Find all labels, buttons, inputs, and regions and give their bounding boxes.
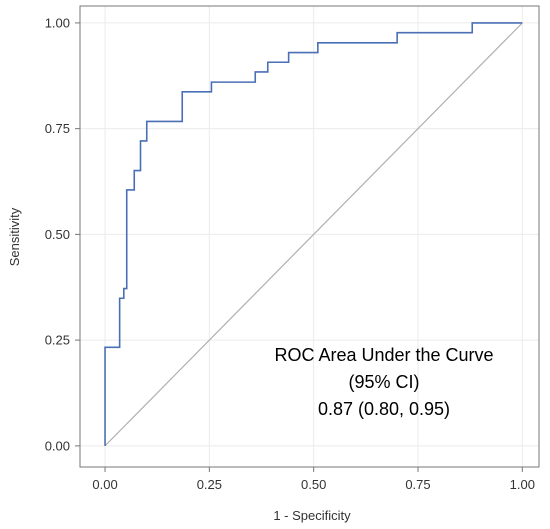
y-tick-label: 0.50 xyxy=(45,227,70,242)
auc-annotation-line-3: 0.87 (0.80, 0.95) xyxy=(318,399,450,419)
reference-line-group xyxy=(104,22,523,447)
y-tick-label: 0.75 xyxy=(45,121,70,136)
y-tick-label: 0.00 xyxy=(45,438,70,453)
plot-frame xyxy=(79,5,540,468)
x-tick-label: 0.75 xyxy=(405,477,430,492)
auc-annotation-line-2: (95% CI) xyxy=(348,372,419,392)
y-axis-ticks: 0.00 0.25 0.50 0.75 1.00 xyxy=(45,15,80,453)
x-tick-label: 0.00 xyxy=(92,477,117,492)
roc-curve-line xyxy=(104,22,523,446)
diagonal-reference-line xyxy=(104,22,523,447)
auc-annotation-line-1: ROC Area Under the Curve xyxy=(274,345,493,365)
grid-lines xyxy=(80,6,539,467)
y-axis-label: Sensitivity xyxy=(7,207,22,266)
x-tick-label: 0.50 xyxy=(301,477,326,492)
roc-curve-group xyxy=(104,22,523,446)
x-tick-label: 0.25 xyxy=(197,477,222,492)
y-tick-label: 1.00 xyxy=(45,15,70,30)
y-tick-label: 0.25 xyxy=(45,333,70,348)
x-axis-ticks: 0.00 0.25 0.50 0.75 1.00 xyxy=(92,467,535,492)
x-tick-label: 1.00 xyxy=(510,477,535,492)
x-axis-label: 1 - Specificity xyxy=(273,508,351,523)
